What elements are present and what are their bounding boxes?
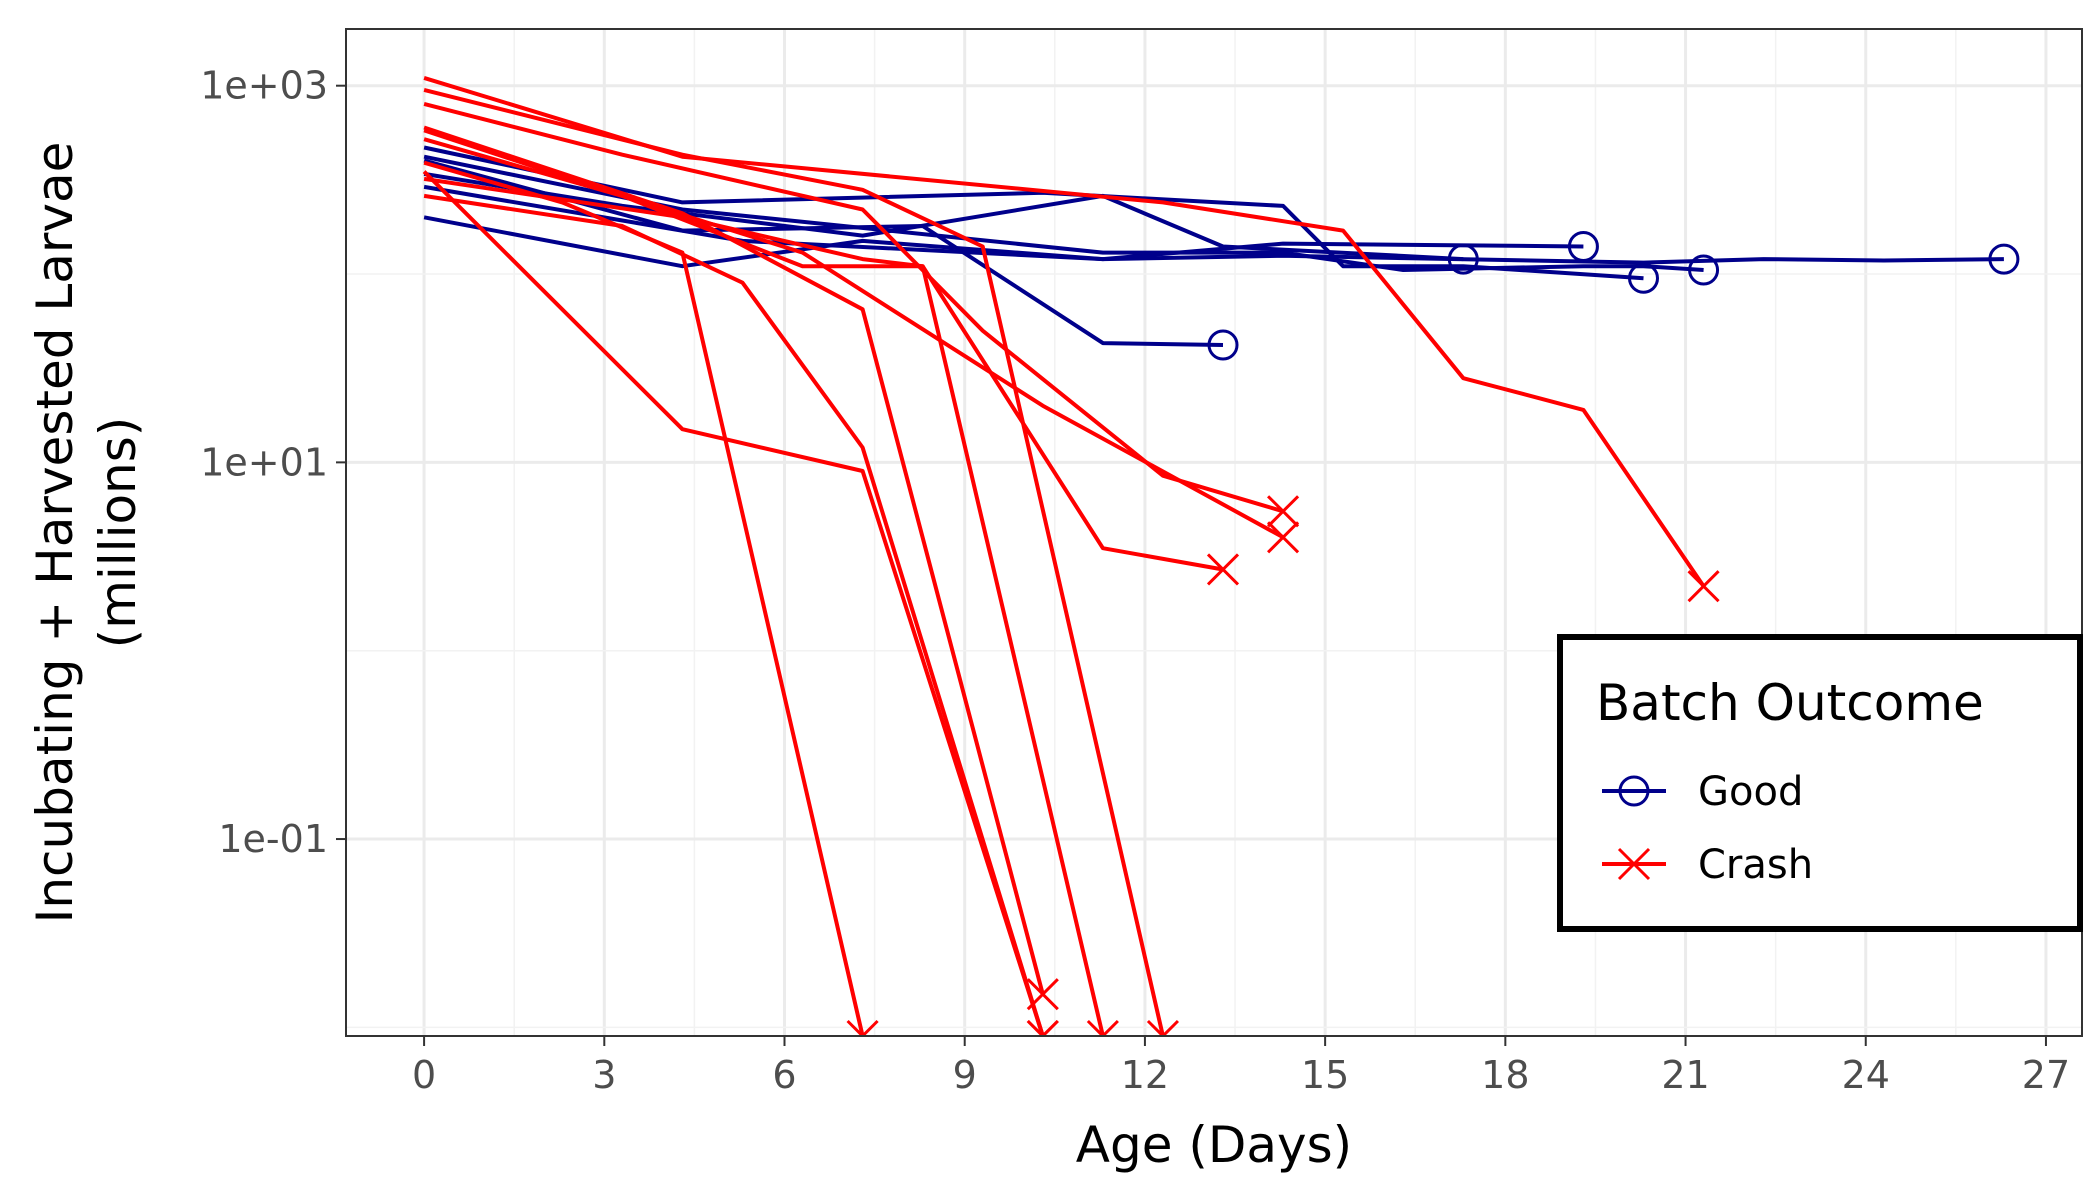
end-marker-crash-stroke — [1267, 495, 1300, 528]
series-line-crash — [423, 137, 1285, 540]
axis-tick-labels: 0 3 6 9 12 15 18 21 24 27 1e-01 1e+01 1e+03 — [200, 64, 2070, 1097]
series-line-crash — [423, 176, 1224, 572]
end-marker-crash — [1267, 495, 1300, 528]
x-tick-label: 6 — [772, 1053, 796, 1097]
series-line-crash — [423, 125, 1045, 995]
end-marker-crash — [1026, 1019, 1059, 1036]
x-tick-label: 18 — [1481, 1053, 1529, 1097]
end-marker-crash-stroke — [1026, 978, 1059, 1011]
legend-entry-label: Crash — [1698, 842, 1813, 888]
legend-entry-crash: Crash — [1602, 842, 1813, 888]
x-axis-title: Age (Days) — [1076, 1116, 1352, 1174]
end-marker-good — [1988, 243, 2020, 275]
y-tick-label: 1e+01 — [200, 440, 328, 484]
series-line-crash — [423, 101, 1284, 514]
legend-entry-good: Good — [1602, 769, 1803, 815]
x-tick-label: 21 — [1661, 1053, 1709, 1097]
end-marker-crash — [1206, 553, 1240, 586]
end-marker-crash — [1267, 521, 1300, 554]
end-marker-crash-stroke — [1086, 1019, 1105, 1036]
end-marker-crash-stroke — [1687, 570, 1720, 603]
series-line-crash — [423, 193, 1045, 1036]
end-marker-good — [1567, 231, 1599, 263]
x-tick-label: 27 — [2022, 1053, 2070, 1097]
end-marker-crash-stroke — [1206, 553, 1240, 586]
series-line-crash — [423, 87, 1165, 1036]
y-axis-title: Incubating + Harvested Larvae (millions) — [26, 142, 147, 924]
series-line-crash — [422, 170, 1045, 1036]
end-marker-good — [1207, 329, 1239, 361]
x-tick-label: 15 — [1301, 1053, 1349, 1097]
y-tick-label: 1e+03 — [200, 64, 328, 108]
end-marker-crash-stroke — [1026, 1019, 1045, 1036]
y-tick-label: 1e-01 — [218, 817, 328, 861]
legend-title: Batch Outcome — [1596, 674, 1984, 732]
series-line-crash — [423, 160, 865, 1036]
legend-key-marker — [1617, 847, 1651, 881]
end-marker-crash-stroke — [1267, 521, 1300, 554]
legend: Batch Outcome Good Crash — [1557, 634, 2083, 932]
end-marker-crash — [1026, 978, 1059, 1011]
x-tick-label: 9 — [953, 1053, 977, 1097]
x-tick-label: 12 — [1121, 1053, 1169, 1097]
end-marker-crash-stroke — [1160, 1019, 1180, 1036]
end-marker-crash — [846, 1019, 879, 1036]
end-marker-crash-stroke — [1146, 1019, 1166, 1036]
end-marker-crash — [1086, 1019, 1119, 1036]
x-tick-label: 24 — [1842, 1053, 1890, 1097]
y-axis-title-line-1: Incubating + Harvested Larvae — [26, 142, 84, 924]
end-marker-crash-stroke — [1040, 1019, 1059, 1036]
end-marker-good — [1688, 254, 1720, 286]
axis-ticks — [336, 84, 2047, 1046]
end-marker-crash-stroke — [860, 1019, 879, 1036]
y-axis-title-line-2: (millions) — [89, 417, 147, 649]
series-line-crash — [423, 128, 1105, 1036]
end-marker-crash-stroke — [1100, 1019, 1119, 1036]
panel-border — [345, 28, 2083, 1037]
data-markers — [846, 231, 2020, 1036]
series-line-good — [423, 145, 1644, 281]
end-marker-crash — [1687, 570, 1720, 603]
x-tick-label: 3 — [592, 1053, 616, 1097]
legend-entries: Good Crash — [1602, 769, 1813, 888]
x-tick-label: 0 — [412, 1053, 436, 1097]
end-marker-good — [1627, 262, 1659, 294]
end-marker-crash-stroke — [846, 1019, 865, 1036]
series-line-good — [423, 171, 1464, 262]
legend-key-marker — [1618, 775, 1650, 807]
data-series — [422, 75, 2004, 1036]
series-line-good — [423, 154, 1704, 272]
end-marker-crash — [1146, 1019, 1180, 1036]
end-marker-good — [1447, 243, 1479, 275]
legend-entry-label: Good — [1698, 769, 1803, 815]
